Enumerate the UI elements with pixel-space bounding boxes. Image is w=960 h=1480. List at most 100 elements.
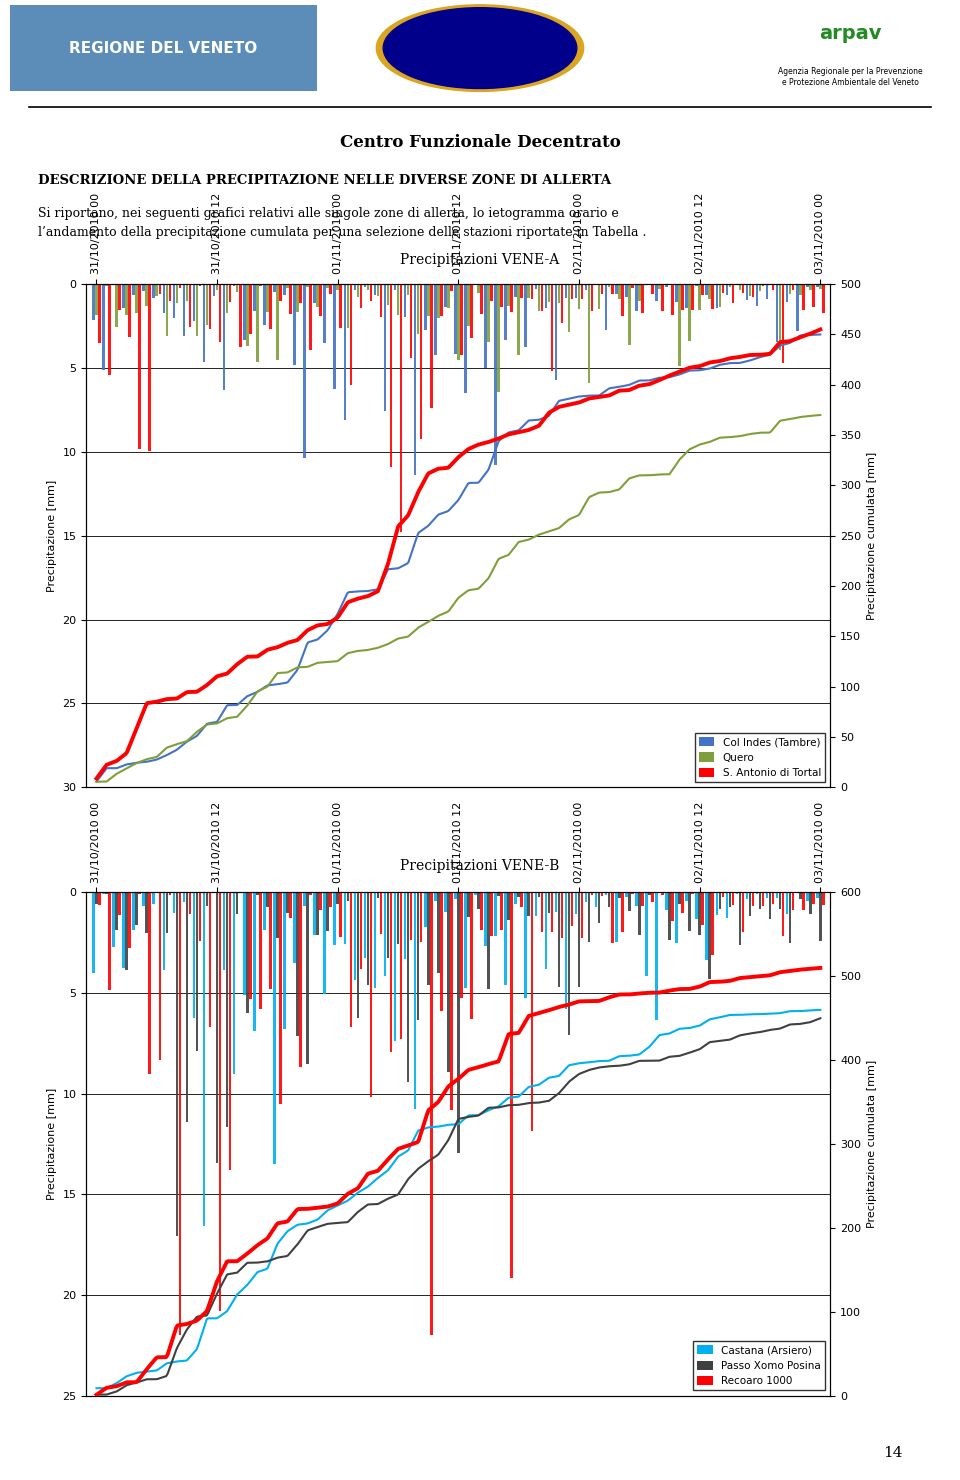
Bar — [702, 284, 704, 295]
Bar — [344, 892, 346, 944]
Bar — [665, 284, 668, 287]
Bar — [216, 892, 218, 1163]
Bar — [108, 284, 110, 374]
Bar — [283, 284, 286, 296]
Bar — [749, 284, 752, 296]
Bar — [718, 284, 721, 308]
Bar — [440, 892, 443, 1011]
Bar — [263, 284, 266, 326]
Bar — [430, 892, 433, 1335]
Bar — [531, 284, 533, 299]
Bar — [165, 892, 168, 932]
Bar — [608, 284, 611, 287]
Bar — [356, 892, 359, 1018]
Bar — [324, 284, 326, 343]
Bar — [394, 892, 396, 1040]
FancyBboxPatch shape — [10, 4, 317, 92]
Bar — [98, 284, 101, 343]
Bar — [636, 892, 637, 906]
Bar — [786, 892, 788, 915]
Bar — [722, 284, 724, 293]
Bar — [792, 284, 795, 290]
Bar — [169, 284, 171, 302]
Bar — [135, 892, 138, 925]
Bar — [256, 892, 258, 895]
Bar — [792, 892, 795, 910]
Bar — [551, 892, 553, 932]
Bar — [317, 284, 319, 306]
Bar — [732, 892, 734, 904]
Bar — [588, 284, 590, 383]
Bar — [404, 892, 406, 959]
Bar — [508, 892, 510, 921]
Bar — [468, 892, 469, 918]
Bar — [578, 892, 581, 987]
Bar — [213, 284, 215, 296]
Bar — [228, 284, 231, 302]
Bar — [300, 284, 301, 302]
Bar — [427, 284, 429, 317]
Bar — [809, 892, 811, 915]
Bar — [118, 892, 121, 915]
Bar — [253, 892, 255, 1032]
Bar — [102, 284, 105, 370]
Bar — [776, 284, 779, 342]
Bar — [722, 892, 724, 897]
Bar — [115, 284, 118, 327]
Bar — [274, 892, 276, 1163]
Bar — [746, 284, 748, 299]
Text: Centro Funzionale Decentrato: Centro Funzionale Decentrato — [340, 133, 620, 151]
Bar — [691, 892, 694, 894]
Bar — [286, 892, 289, 913]
Bar — [326, 284, 329, 289]
Bar — [819, 284, 822, 289]
Bar — [239, 284, 242, 346]
Bar — [236, 892, 238, 915]
Bar — [816, 284, 819, 287]
Bar — [122, 284, 125, 308]
Bar — [344, 284, 346, 420]
Bar — [450, 284, 453, 290]
Bar — [129, 892, 131, 947]
Bar — [340, 284, 342, 327]
Text: Precipitazioni VENE-B: Precipitazioni VENE-B — [400, 858, 560, 873]
Bar — [269, 892, 272, 989]
Bar — [162, 284, 165, 312]
Bar — [219, 284, 222, 342]
Bar — [648, 892, 651, 894]
Bar — [551, 284, 553, 371]
Bar — [651, 892, 654, 903]
Bar — [561, 284, 564, 323]
Bar — [679, 892, 681, 904]
Bar — [387, 892, 390, 958]
Bar — [364, 284, 366, 287]
Bar — [618, 284, 620, 299]
Y-axis label: Precipitazione [mm]: Precipitazione [mm] — [47, 480, 57, 592]
Bar — [165, 284, 168, 336]
Bar — [223, 892, 226, 971]
Bar — [659, 284, 660, 289]
Bar — [256, 284, 258, 361]
Bar — [812, 284, 815, 308]
Bar — [216, 284, 218, 290]
Bar — [480, 284, 483, 314]
Bar — [193, 892, 195, 1018]
Bar — [671, 892, 674, 921]
Bar — [437, 284, 440, 318]
Bar — [189, 284, 191, 327]
Bar — [410, 284, 413, 358]
Bar — [126, 892, 128, 971]
Bar — [464, 892, 467, 989]
Bar — [384, 892, 386, 975]
Bar — [450, 892, 453, 1110]
Bar — [590, 892, 593, 895]
Bar — [718, 892, 721, 909]
Bar — [636, 284, 637, 311]
Bar — [153, 892, 156, 904]
Bar — [789, 892, 791, 943]
Bar — [571, 284, 573, 299]
Bar — [283, 892, 286, 1029]
Bar — [726, 284, 728, 295]
Bar — [444, 284, 446, 306]
Bar — [410, 892, 413, 940]
